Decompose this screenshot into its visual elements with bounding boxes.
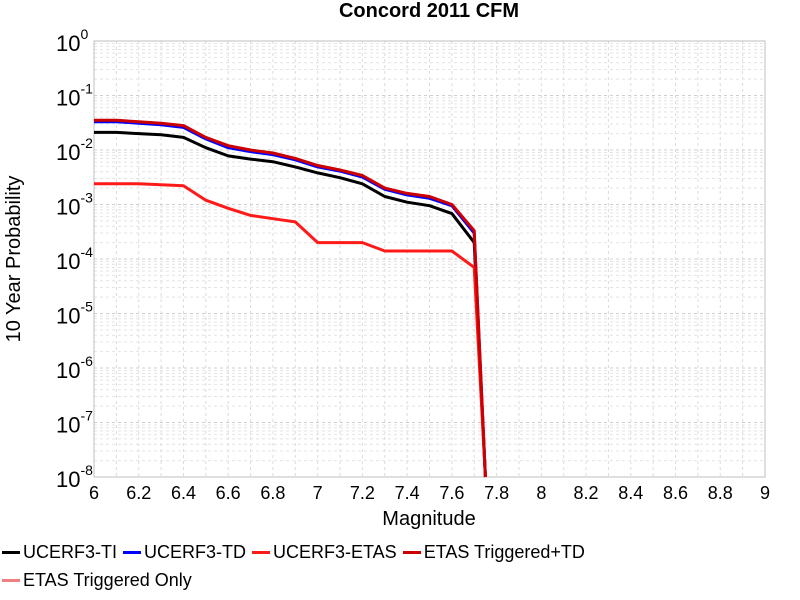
grid — [93, 41, 766, 478]
plot-area — [93, 40, 766, 478]
x-tick-label: 8.2 — [574, 483, 599, 503]
legend-swatch — [2, 578, 20, 582]
legend-swatch — [2, 550, 20, 554]
x-tick-label: 8.4 — [618, 483, 643, 503]
x-tick-label: 7 — [313, 483, 323, 503]
x-tick-label: 6.6 — [216, 483, 241, 503]
x-tick-label: 8.8 — [708, 483, 733, 503]
x-tick-label: 8 — [536, 483, 546, 503]
legend-item: UCERF3-TD — [121, 542, 246, 563]
y-tick-label: 10-8 — [56, 462, 93, 492]
y-tick-label: 100 — [56, 26, 88, 56]
y-tick-label: 10-3 — [56, 190, 93, 220]
x-tick-label: 6.8 — [260, 483, 285, 503]
legend-item: UCERF3-ETAS — [250, 542, 397, 563]
x-tick-label: 7.4 — [395, 483, 420, 503]
x-tick-label: 8.6 — [663, 483, 688, 503]
series-line — [94, 130, 487, 478]
legend-label: ETAS Triggered+TD — [423, 541, 585, 562]
y-axis-ticks: 10-8 10-7 10-6 10-5 10-4 10-3 10-2 10-1 100 — [56, 26, 93, 492]
x-tick-label: 7.6 — [439, 483, 464, 503]
series-line — [94, 120, 487, 478]
legend-label: ETAS Triggered Only — [23, 569, 192, 590]
legend-row: ETAS Triggered Only — [0, 566, 800, 594]
x-tick-label: 6 — [89, 483, 99, 503]
y-axis-label: 10 Year Probability — [3, 176, 25, 343]
legend-label: UCERF3-ETAS — [273, 541, 397, 562]
y-tick-label: 10-1 — [56, 81, 93, 111]
legend-label: UCERF3-TD — [144, 541, 246, 562]
x-axis-label: Magnitude — [382, 508, 475, 530]
series-line — [94, 182, 487, 478]
x-tick-label: 7.8 — [484, 483, 509, 503]
legend-item: ETAS Triggered Only — [0, 570, 192, 591]
legend-swatch — [402, 550, 421, 554]
series-layer — [94, 118, 487, 478]
y-tick-label: 10-5 — [56, 299, 93, 329]
x-tick-label: 7.2 — [350, 483, 375, 503]
y-tick-label: 10-6 — [56, 353, 93, 383]
legend-item: ETAS Triggered+TD — [401, 542, 585, 563]
y-tick-label: 10-7 — [56, 408, 93, 438]
series-line — [94, 118, 487, 478]
x-tick-label: 6.2 — [126, 483, 151, 503]
x-tick-label: 9 — [760, 483, 770, 503]
legend: UCERF3-TI UCERF3-TD UCERF3-ETAS ETAS Trigge… — [0, 538, 800, 594]
x-tick-label: 6.4 — [171, 483, 196, 503]
legend-swatch — [123, 550, 141, 554]
y-tick-label: 10-2 — [56, 135, 93, 165]
legend-row: UCERF3-TI UCERF3-TD UCERF3-ETAS ETAS Trigge… — [0, 538, 800, 566]
legend-swatch — [252, 550, 270, 554]
chart-title: Concord 2011 CFM — [339, 0, 519, 22]
legend-item: UCERF3-TI — [0, 542, 117, 563]
legend-label: UCERF3-TI — [23, 541, 117, 562]
x-axis-ticks: 6 6.2 6.4 6.6 6.8 7 7.2 7.4 7.6 7.8 8 8.2 8.4 8.6 8.8 9 — [89, 483, 770, 503]
y-tick-label: 10-4 — [56, 244, 93, 274]
